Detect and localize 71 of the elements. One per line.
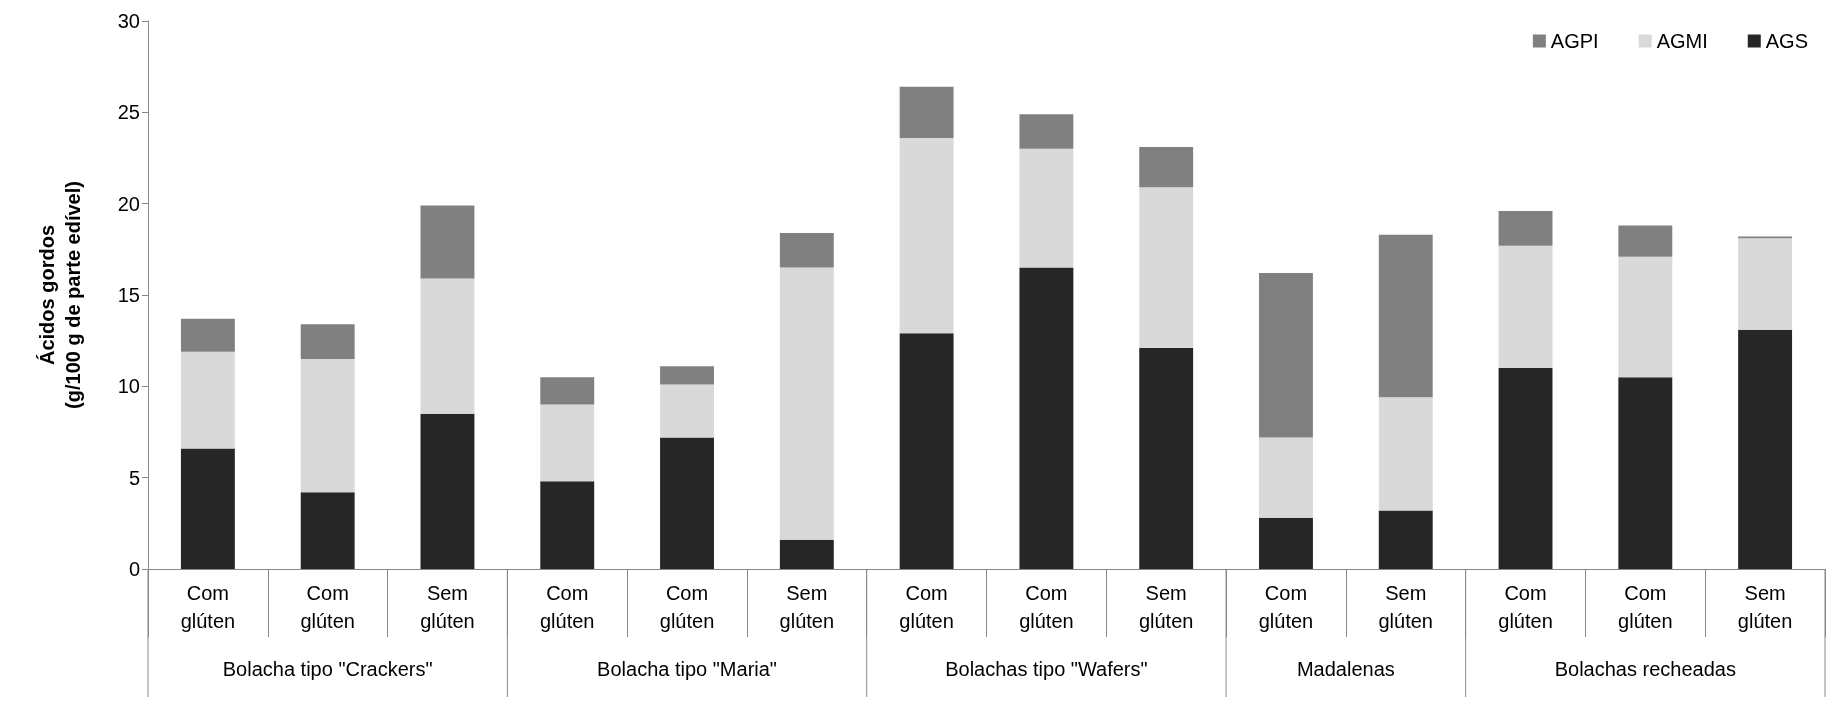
bar xyxy=(300,358,355,493)
bar xyxy=(420,413,475,569)
bar xyxy=(1139,147,1194,188)
bar xyxy=(1618,225,1673,257)
y-tick-label: 5 xyxy=(128,466,140,489)
x-tick-label: Com glúten xyxy=(659,582,715,632)
bar xyxy=(660,384,714,438)
bar xyxy=(1259,437,1313,518)
bar xyxy=(660,437,714,569)
legend-label: AGMI xyxy=(1656,30,1708,52)
bar xyxy=(1378,510,1433,569)
text: Bolachas tipo "Wafers" xyxy=(945,658,1148,680)
x-tick-label: Sem glúten xyxy=(1378,582,1433,632)
bar xyxy=(1139,187,1194,348)
bar xyxy=(1019,267,1074,569)
bar xyxy=(1259,517,1313,569)
bar xyxy=(1498,368,1553,569)
bar xyxy=(779,232,834,268)
bar xyxy=(1139,347,1194,569)
legend-label: AGS xyxy=(1765,30,1809,52)
bar xyxy=(540,377,595,405)
bar xyxy=(1259,273,1313,438)
x-tick-label: Com glúten xyxy=(899,582,954,632)
y-tick-label: 10 xyxy=(117,375,140,398)
bar xyxy=(660,366,714,385)
bar xyxy=(1378,397,1433,511)
bar xyxy=(779,539,834,569)
x-tick-label: Com glúten xyxy=(1019,582,1074,632)
bar xyxy=(420,278,475,414)
bar xyxy=(300,324,355,359)
x-tick-label: Sem glúten xyxy=(420,582,475,632)
bar xyxy=(899,137,954,334)
bar xyxy=(899,333,954,569)
y-axis-title: Ácidos gordos (g/100 g de parte edível) xyxy=(36,181,84,409)
legend-label: AGPI xyxy=(1550,30,1599,52)
y-tick-label: 15 xyxy=(117,284,140,306)
bar xyxy=(1019,114,1074,149)
bar xyxy=(300,492,355,569)
x-tick-label: Com glúten xyxy=(1258,582,1314,632)
x-tick-label: Com glúten xyxy=(540,582,595,632)
bar xyxy=(1738,238,1793,330)
text: Bolacha tipo "Maria" xyxy=(597,658,777,680)
x-tick-label: Com glúten xyxy=(1498,582,1553,632)
bar xyxy=(779,267,834,540)
bar xyxy=(180,351,235,449)
y-tick-label: 0 xyxy=(128,558,140,580)
x-tick-label: Com glúten xyxy=(180,582,236,632)
bar xyxy=(1498,245,1553,369)
bar xyxy=(180,448,235,569)
bar xyxy=(540,404,595,482)
y-tick-label: 20 xyxy=(117,192,140,215)
y-tick-label: 25 xyxy=(117,101,140,124)
bar xyxy=(180,318,235,352)
bar xyxy=(540,481,595,569)
text: Madalenas xyxy=(1296,658,1395,680)
x-tick-label: Sem glúten xyxy=(779,582,835,632)
x-tick-label: Sem glúten xyxy=(1737,582,1793,632)
bar xyxy=(1618,256,1673,378)
y-tick-label: 30 xyxy=(117,10,140,32)
text: Bolacha tipo "Crackers" xyxy=(222,658,433,680)
bar xyxy=(1738,329,1793,569)
x-tick-label: Sem glúten xyxy=(1138,582,1194,632)
bar xyxy=(1019,148,1074,268)
bar xyxy=(1378,234,1433,398)
bar xyxy=(1498,210,1553,246)
x-tick-label: Com glúten xyxy=(1618,582,1673,632)
bar xyxy=(1618,377,1673,569)
text: Bolachas recheadas xyxy=(1554,658,1736,680)
x-tick-label: Com glúten xyxy=(300,582,355,632)
bar xyxy=(899,86,954,138)
bar xyxy=(420,205,475,279)
